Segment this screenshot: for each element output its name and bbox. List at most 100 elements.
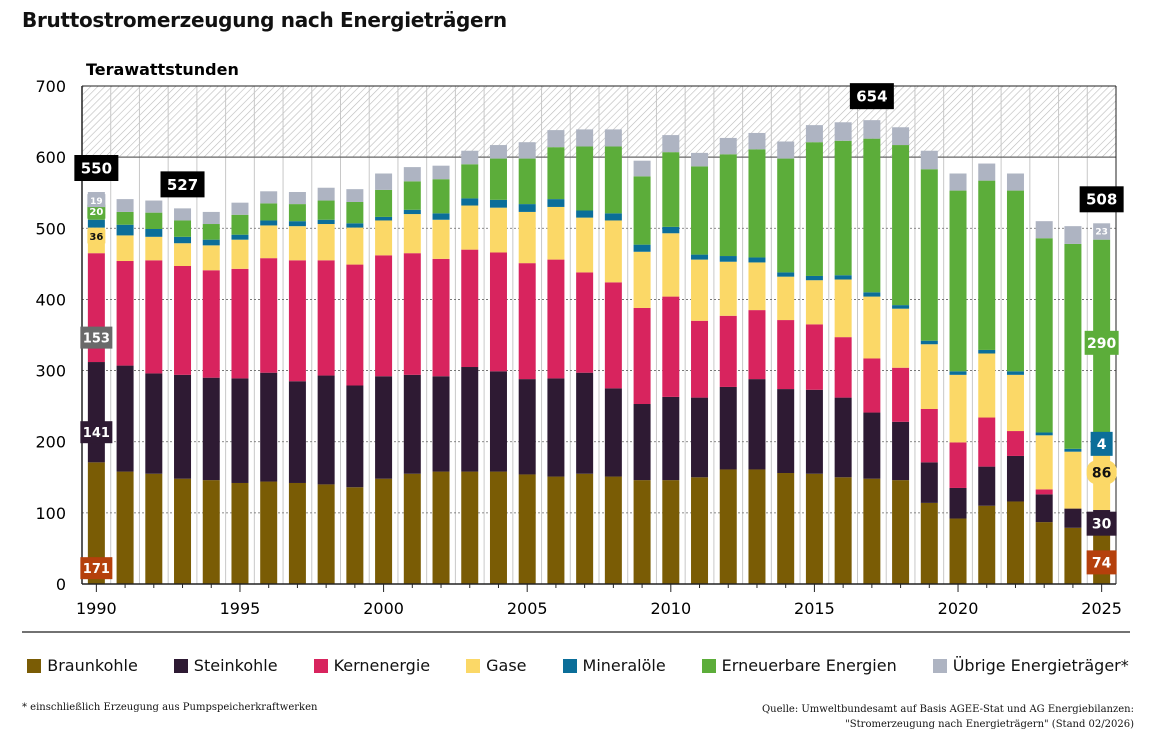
bar-segment [604,220,622,283]
bar-segment [719,137,737,155]
bar-segment [260,481,278,584]
bar-segment [662,152,680,227]
bar-segment [949,173,967,191]
y-tick-label: 400 [35,290,66,309]
bar-segment [116,365,134,472]
bar-segment [805,275,823,281]
bar-segment [1064,226,1082,244]
bar-segment [604,146,622,214]
data-label: 550 [74,155,119,182]
bar-segment [432,471,450,584]
footnote: * einschließlich Erzeugung aus Pumpspeic… [22,702,318,713]
data-label-box [160,171,205,198]
bar-segment [604,282,622,389]
bar-segment [202,480,220,584]
y-tick-label: 0 [56,575,66,594]
legend-label: Erneuerbare Energien [721,656,897,675]
bar-segment [978,353,996,418]
bar-segment [978,163,996,181]
bar-segment [1006,501,1024,584]
bar-segment [633,244,651,252]
data-label: 19 [87,194,106,208]
bar-segment [317,187,335,201]
bar-segment [403,253,421,375]
bar-segment [432,219,450,259]
bar-segment [1035,489,1053,495]
bar-segment [805,389,823,474]
bar-segment [489,207,507,253]
bar-segment [202,239,220,246]
bar-segment [633,404,651,481]
data-label-text: 654 [856,88,887,106]
bar-segment [518,379,536,475]
bar-segment [748,257,766,263]
bar-segment [375,220,393,256]
legend-label: Kernenergie [333,656,431,675]
bar-segment [805,473,823,584]
bar-segment [489,199,507,208]
data-label-box [80,557,113,580]
bar-segment [375,255,393,377]
bar-segment [461,249,479,368]
bar-segment [834,275,852,280]
data-label: 527 [160,171,205,198]
bar-segment [288,381,306,483]
legend-swatch [701,658,716,673]
bar-segment [461,471,479,584]
x-tick-label: 2005 [507,599,548,618]
bar-segment [260,203,278,221]
data-label-box [74,155,119,182]
y-tick-label: 300 [35,362,66,381]
bar-segment [174,478,192,584]
data-label: 74 [1086,550,1117,575]
bar-segment [1035,221,1053,239]
y-tick-label: 200 [35,433,66,452]
data-label-box [1086,550,1117,575]
data-label-box [1093,225,1110,238]
data-label-text: 141 [83,426,110,441]
bar-segment [604,476,622,584]
legend-swatch [173,658,188,673]
bar-segment [834,122,852,141]
data-label-box [80,421,113,444]
bar-segment [461,164,479,199]
bar-segment [375,173,393,190]
x-tick-label: 2010 [650,599,691,618]
data-label: 654 [849,83,894,110]
bar-segment [863,358,881,413]
bar-segment [1006,431,1024,456]
data-label: 141 [80,421,113,444]
legend-label: Steinkohle [193,656,278,675]
bar-segment [403,473,421,584]
bar-segment [231,214,249,235]
data-label-box [87,194,106,208]
bar-segment [461,198,479,206]
bar-segment [949,518,967,584]
bar-segment [863,296,881,359]
bar-segment [145,236,163,261]
bar-segment [145,228,163,237]
data-label-text: 171 [83,562,110,577]
bar-segment [317,375,335,485]
bar-segment [978,417,996,467]
data-label: 30 [1086,511,1117,536]
legend-item: Erneuerbare Energien [701,656,897,675]
bar-segment [920,462,938,503]
bar-segment [748,310,766,380]
bar-segment [777,276,795,321]
data-label: 4 [1090,431,1113,456]
data-label: 171 [80,557,113,580]
bar-segment [691,166,709,255]
bar-segment [805,280,823,325]
bar-segment [719,315,737,387]
bar-segment [1064,243,1082,449]
bar-segment [346,264,364,386]
data-label: 153 [80,326,113,349]
bar-segment [432,165,450,180]
bar-segment [777,272,795,277]
bar-segment [346,487,364,584]
data-label-text: 550 [81,159,112,177]
bar-segment [432,213,450,220]
bar-segment [547,476,565,584]
bar-segment [920,502,938,584]
